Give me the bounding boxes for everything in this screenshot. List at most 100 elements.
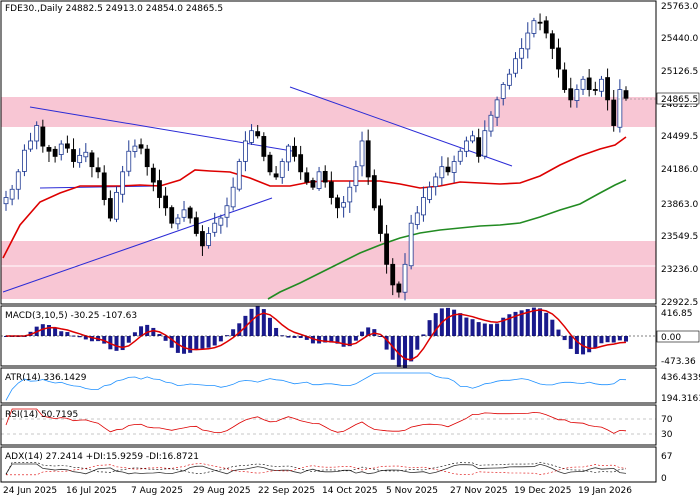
- candle-body: [15, 171, 21, 190]
- candle-body: [52, 148, 58, 157]
- candle-body: [414, 212, 420, 225]
- macd-header: MACD(3,10,5) -30.25 -107.63: [5, 311, 137, 321]
- macd-bar: [108, 336, 113, 350]
- macd-axis-top: 416.85: [661, 309, 693, 319]
- macd-bar: [421, 334, 426, 336]
- candle-body: [77, 154, 83, 164]
- macd-bar: [335, 336, 340, 344]
- macd-bar: [452, 309, 457, 336]
- macd-bar: [157, 334, 162, 336]
- date-label: 29 Aug 2025: [193, 486, 251, 496]
- candle-body: [46, 147, 52, 152]
- macd-bar: [415, 336, 420, 350]
- price-label: 22922.5: [661, 298, 698, 308]
- macd-bar: [304, 336, 309, 340]
- date-label: 14 Oct 2025: [322, 486, 378, 496]
- candle-body: [592, 89, 598, 91]
- trendline-horizontal: [39, 185, 159, 189]
- candle-body: [408, 222, 414, 267]
- macd-bar: [525, 309, 530, 336]
- date-label: 5 Nov 2025: [386, 486, 438, 496]
- candle-body: [273, 173, 279, 178]
- date-label: 19 Jan 2026: [578, 486, 632, 496]
- candle-body: [28, 140, 33, 150]
- macd-bar: [59, 331, 64, 336]
- macd-bar: [102, 336, 107, 344]
- macd-bar: [40, 324, 45, 336]
- macd-bar: [544, 312, 549, 336]
- macd-bar: [482, 323, 487, 336]
- candle-body: [249, 130, 254, 143]
- candle-body: [285, 145, 291, 163]
- candle-body: [107, 198, 113, 219]
- candle-body: [212, 222, 218, 233]
- candle-body: [292, 145, 297, 157]
- date-label: 24 Jun 2025: [3, 486, 57, 496]
- candle-body: [95, 167, 101, 173]
- candle-body: [58, 143, 64, 155]
- current-price-tag: [656, 92, 700, 105]
- candle-body: [144, 148, 150, 168]
- candle-body: [22, 149, 27, 172]
- macd-bar: [145, 324, 150, 336]
- macd-bar: [274, 327, 279, 336]
- macd-bar: [488, 324, 493, 336]
- rsi-line: [5, 408, 627, 434]
- macd-bar: [77, 336, 82, 338]
- macd-axis-bottom: -473.36: [661, 357, 696, 367]
- candle-body: [3, 197, 9, 205]
- price-label: 24812.5: [661, 100, 698, 110]
- candle-body: [451, 161, 457, 173]
- candle-body: [255, 131, 261, 137]
- rsi-axis-30: 30: [661, 430, 673, 440]
- candle-body: [347, 186, 353, 203]
- candle-body: [328, 181, 334, 198]
- macd-bar: [562, 336, 567, 341]
- candle-body: [433, 176, 439, 187]
- macd-bar: [347, 336, 352, 347]
- candle-body: [114, 191, 119, 220]
- macd-bar: [403, 336, 408, 369]
- candle-body: [169, 207, 175, 224]
- macd-bar: [200, 336, 205, 349]
- macd-bar: [292, 336, 297, 338]
- macd-bar: [390, 336, 395, 360]
- price-label: 25440.0: [661, 34, 698, 44]
- candle-body: [353, 166, 359, 187]
- candle-body: [187, 207, 193, 219]
- candle-body: [310, 180, 316, 188]
- macd-bar: [218, 336, 223, 342]
- candle-body: [623, 90, 629, 99]
- price-label: 24186.0: [661, 165, 698, 175]
- candle-body: [261, 136, 267, 157]
- candle-body: [390, 263, 396, 286]
- macd-panel-border: [0, 305, 657, 367]
- candle-body: [83, 151, 89, 158]
- price-label: 23236.0: [661, 265, 698, 275]
- macd-bar: [396, 336, 401, 367]
- candle-body: [500, 84, 506, 99]
- date-label: 19 Dec 2025: [514, 486, 572, 496]
- atr-panel-border: [0, 367, 657, 404]
- candle-body: [556, 47, 561, 70]
- price-axis: 25763.0 25440.0 25126.5 24812.5 24499.5 …: [661, 2, 698, 308]
- candle-body: [175, 217, 181, 225]
- candle-body: [243, 140, 248, 162]
- macd-bar: [132, 332, 137, 336]
- macd-bar: [65, 332, 70, 336]
- candle-body: [34, 125, 40, 142]
- macd-bar: [568, 336, 573, 349]
- ma-fast-line: [2, 136, 627, 259]
- candle-body: [617, 89, 623, 128]
- main-header: FDE30.,Daily 24882.5 24913.0 24854.0 248…: [5, 4, 223, 14]
- candle-body: [519, 48, 525, 59]
- macd-bar: [409, 336, 414, 362]
- candle-body: [568, 88, 574, 101]
- candle-body: [427, 186, 432, 200]
- ma-slow-line: [267, 179, 627, 300]
- adx-panel-border: [0, 446, 657, 483]
- macd-bar: [574, 336, 579, 354]
- candle-body: [150, 167, 156, 183]
